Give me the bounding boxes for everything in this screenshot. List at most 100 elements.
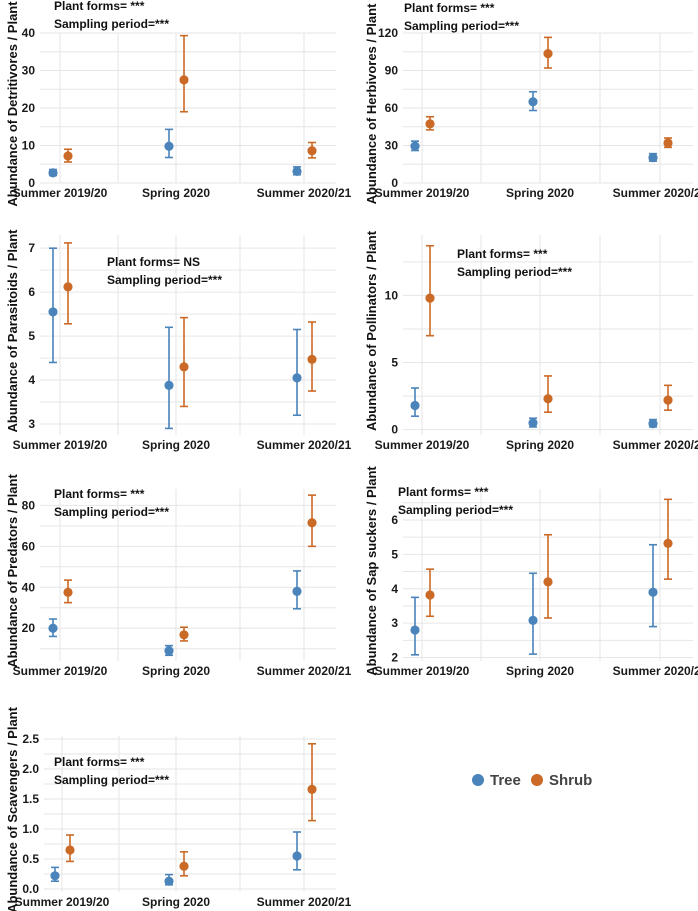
y-tick-label: 5 [391, 547, 398, 561]
point-tree [648, 153, 658, 163]
point-tree [648, 587, 658, 597]
panel-predators: 20 40 60 80 Summer 2019/20 Spring 2020 Summer … [5, 474, 352, 678]
y-tick-label: 1.5 [22, 792, 39, 806]
point-shrub [307, 518, 317, 528]
y-axis-label: Abundance of Predators / Plant [5, 474, 20, 668]
panel-parasitoids: 3 4 5 6 7 Summer 2019/20 Spring 2020 Summer 202… [5, 229, 352, 452]
point-tree [50, 871, 60, 881]
y-tick-label: 3 [28, 417, 35, 431]
y-tick-label: 10 [22, 139, 36, 153]
point-shrub [179, 630, 189, 640]
stats-note: Sampling period=*** [107, 273, 222, 287]
y-tick-label: 6 [391, 513, 398, 527]
point-tree [528, 615, 538, 626]
y-tick-label: 5 [391, 356, 398, 370]
stats-note: Plant forms= *** [54, 0, 145, 13]
point-tree [528, 97, 538, 107]
point-shrub [63, 151, 73, 161]
point-tree [410, 400, 420, 411]
y-tick-label: 80 [22, 498, 36, 512]
y-tick-label: 120 [378, 26, 398, 40]
stats-note: Sampling period=*** [54, 773, 169, 787]
point-tree [48, 307, 58, 317]
y-axis-label: Abundance of Detritivores / Plant [5, 1, 20, 207]
x-tick-label: Spring 2020 [142, 664, 210, 678]
y-tick-label: 7 [28, 241, 35, 255]
point-shrub [307, 784, 317, 795]
stats-note: Plant forms= *** [457, 247, 548, 261]
y-tick-label: 0.0 [22, 882, 39, 896]
x-tick-label: Spring 2020 [506, 438, 574, 452]
point-shrub [543, 394, 553, 404]
point-tree [48, 168, 58, 178]
x-tick-label: Summer 2020/21 [613, 438, 698, 452]
stats-note: Plant forms= *** [404, 1, 495, 15]
point-tree [48, 623, 58, 633]
point-tree [648, 418, 658, 429]
point-shrub [307, 146, 317, 156]
x-tick-label: Summer 2020/21 [257, 438, 352, 452]
x-tick-label: Spring 2020 [142, 186, 210, 200]
stats-note: Plant forms= *** [54, 487, 145, 501]
y-tick-label: 20 [22, 101, 36, 115]
y-tick-label: 30 [385, 139, 399, 153]
y-tick-label: 4 [391, 582, 398, 596]
stats-note: Plant forms= NS [107, 255, 200, 269]
point-shrub [425, 590, 435, 600]
y-tick-label: 40 [22, 26, 36, 40]
legend-shrub-marker [531, 774, 543, 786]
y-tick-label: 40 [22, 580, 36, 594]
point-shrub [663, 538, 673, 548]
x-tick-label: Summer 2020/21 [257, 186, 352, 200]
point-tree [410, 141, 420, 151]
stats-note: Sampling period=*** [398, 503, 513, 517]
point-tree [292, 166, 302, 176]
y-tick-label: 0 [391, 423, 398, 437]
y-axis-label: Abundance of Scavengers / Plant [5, 706, 20, 911]
x-tick-label: Summer 2019/20 [375, 438, 470, 452]
x-tick-label: Summer 2020/21 [257, 895, 352, 909]
y-tick-label: 0.5 [22, 852, 39, 866]
point-shrub [179, 362, 189, 372]
stats-note: Sampling period=*** [54, 17, 169, 31]
point-shrub [63, 587, 73, 598]
point-tree [164, 141, 174, 151]
point-tree [292, 373, 302, 383]
y-axis-label: Abundance of Parasitoids / Plant [5, 229, 20, 433]
stats-note: Plant forms= *** [54, 755, 145, 769]
y-tick-label: 2 [391, 651, 398, 665]
x-tick-label: Summer 2019/20 [375, 664, 470, 678]
panel-sapsuckers: 2 3 4 5 6 Summer 2019/20 Spring 2020 Summer 202… [364, 466, 698, 678]
x-tick-label: Summer 2020/21 [613, 186, 698, 200]
stats-note: Sampling period=*** [404, 19, 519, 33]
y-tick-label: 0 [28, 176, 35, 190]
point-shrub [307, 354, 317, 364]
legend-shrub-label: Shrub [549, 772, 592, 789]
point-tree [164, 380, 174, 390]
point-shrub [65, 845, 75, 855]
x-tick-label: Spring 2020 [142, 895, 210, 909]
y-tick-label: 2.0 [22, 762, 39, 776]
point-tree [164, 876, 174, 886]
point-tree [292, 851, 302, 861]
point-shrub [543, 49, 553, 59]
stats-note: Sampling period=*** [54, 505, 169, 519]
point-shrub [179, 861, 189, 871]
stats-note: Plant forms= *** [398, 485, 489, 499]
point-tree [164, 646, 174, 656]
y-tick-label: 30 [22, 64, 36, 78]
point-shrub [663, 395, 673, 405]
x-tick-label: Summer 2019/20 [13, 186, 108, 200]
x-tick-label: Spring 2020 [506, 664, 574, 678]
panel-scavengers: 0.0 0.5 1.0 1.5 2.0 2.5 Summer 2019/20 Spring 2… [5, 706, 352, 911]
y-tick-label: 3 [391, 616, 398, 630]
legend-tree-label: Tree [490, 772, 521, 789]
y-tick-label: 60 [385, 101, 399, 115]
y-tick-label: 4 [28, 373, 35, 387]
point-shrub [425, 119, 435, 129]
legend-tree-marker [472, 774, 484, 786]
x-tick-label: Summer 2020/21 [613, 664, 698, 678]
legend: Tree Shrub [472, 772, 592, 789]
y-tick-label: 90 [385, 64, 399, 78]
